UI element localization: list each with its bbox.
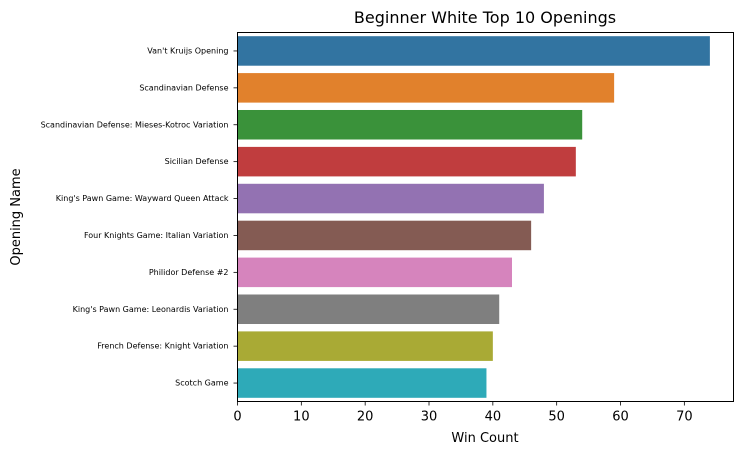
bar-5	[237, 183, 544, 214]
bar-10	[237, 368, 487, 398]
y-tick-label: Scandinavian Defense	[139, 83, 228, 92]
y-tick-label: Scandinavian Defense: Mieses-Kotroc Vari…	[41, 120, 229, 129]
y-axis-ticks: Van't Kruijs Opening Scandinavian Defense…	[41, 46, 238, 388]
x-tick-label: 70	[676, 410, 693, 425]
plot-frame	[237, 32, 734, 402]
x-axis-title: Win Count	[451, 431, 518, 446]
y-axis-title: Opening Name	[9, 168, 24, 265]
bar-4	[237, 146, 576, 177]
bar-1	[237, 36, 710, 66]
y-tick-label: Scotch Game	[175, 379, 228, 388]
bar-3	[237, 109, 583, 140]
x-tick-label: 40	[485, 410, 502, 425]
bar-8	[237, 294, 500, 325]
bar-2	[237, 73, 615, 103]
bar-7	[237, 257, 512, 288]
y-tick-label: French Defense: Knight Variation	[97, 342, 228, 351]
y-tick-label: Philidor Defense #2	[149, 268, 229, 277]
bar-9	[237, 331, 493, 361]
y-tick-label: King's Pawn Game: Leonardis Variation	[73, 305, 229, 314]
y-tick-label: Sicilian Defense	[165, 157, 229, 166]
chart-title: Beginner White Top 10 Openings	[354, 8, 616, 27]
bar-6	[237, 220, 532, 251]
x-tick-label: 60	[612, 410, 629, 425]
y-tick-label: King's Pawn Game: Wayward Queen Attack	[56, 194, 229, 203]
x-tick-label: 50	[548, 410, 565, 425]
x-tick-label: 0	[233, 410, 241, 425]
x-tick-label: 30	[421, 410, 438, 425]
x-tick-label: 20	[357, 410, 374, 425]
y-tick-label: Van't Kruijs Opening	[147, 46, 228, 55]
y-tick-label: Four Knights Game: Italian Variation	[84, 231, 229, 240]
bars-layer	[237, 36, 710, 398]
x-axis-ticks: 0 10 20 30 40 50 60 70	[233, 401, 693, 425]
x-tick-label: 10	[293, 410, 310, 425]
